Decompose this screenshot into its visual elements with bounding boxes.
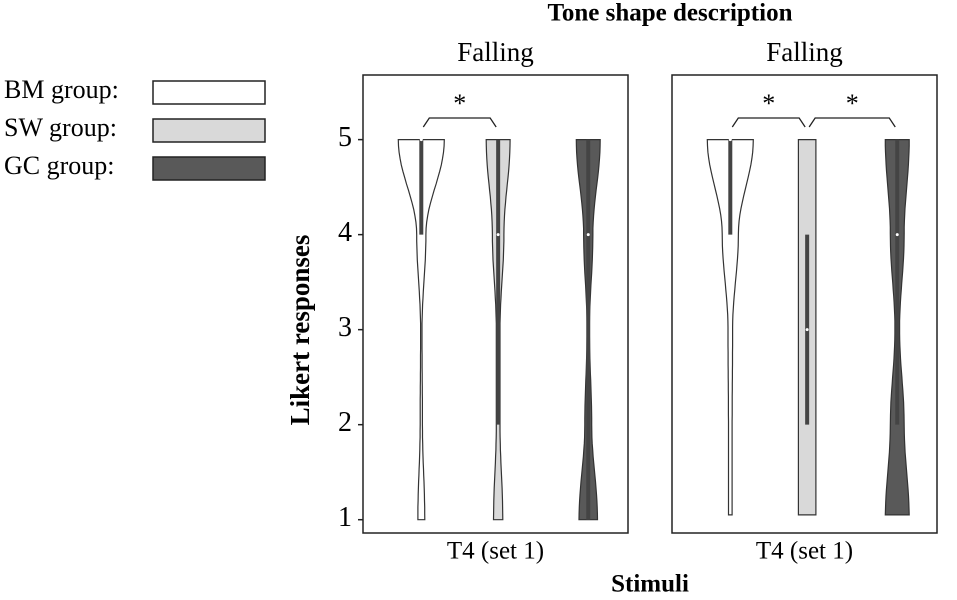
- median: [728, 138, 732, 142]
- y-axis-label: Likert responses: [285, 235, 315, 426]
- x-tick-label: T4 (set 1): [756, 538, 853, 565]
- legend-swatch: [152, 156, 266, 181]
- significance-bracket: [731, 117, 806, 128]
- x-axis-label: Stimuli: [611, 571, 689, 598]
- legend-label: BM group:: [4, 75, 119, 104]
- panel-frame: [362, 74, 629, 534]
- significance-bracket: [422, 117, 497, 128]
- median: [805, 328, 809, 332]
- median: [419, 138, 423, 142]
- violin: [706, 139, 754, 516]
- significance-label: *: [846, 89, 859, 118]
- legend-swatch: [152, 118, 266, 143]
- median: [586, 233, 590, 237]
- y-tick-label: 5: [338, 122, 352, 153]
- legend-label: SW group:: [4, 113, 117, 142]
- violin: [397, 139, 445, 521]
- legend-swatch: [152, 80, 266, 105]
- median: [895, 233, 899, 237]
- y-tick-label: 3: [338, 312, 352, 343]
- significance-label: *: [762, 89, 775, 118]
- median: [496, 233, 500, 237]
- y-tick-label: 4: [338, 217, 352, 248]
- chart-title: Tone shape description: [548, 0, 793, 27]
- x-tick-label: T4 (set 1): [447, 538, 544, 565]
- y-tick-label: 1: [338, 502, 352, 533]
- significance-bracket: [808, 117, 896, 128]
- panel-title: Falling: [766, 37, 843, 67]
- panel-title: Falling: [457, 37, 534, 67]
- legend-label: GC group:: [4, 151, 115, 180]
- significance-label: *: [453, 89, 466, 118]
- panel-frame: [671, 74, 938, 534]
- y-tick-label: 2: [338, 407, 352, 438]
